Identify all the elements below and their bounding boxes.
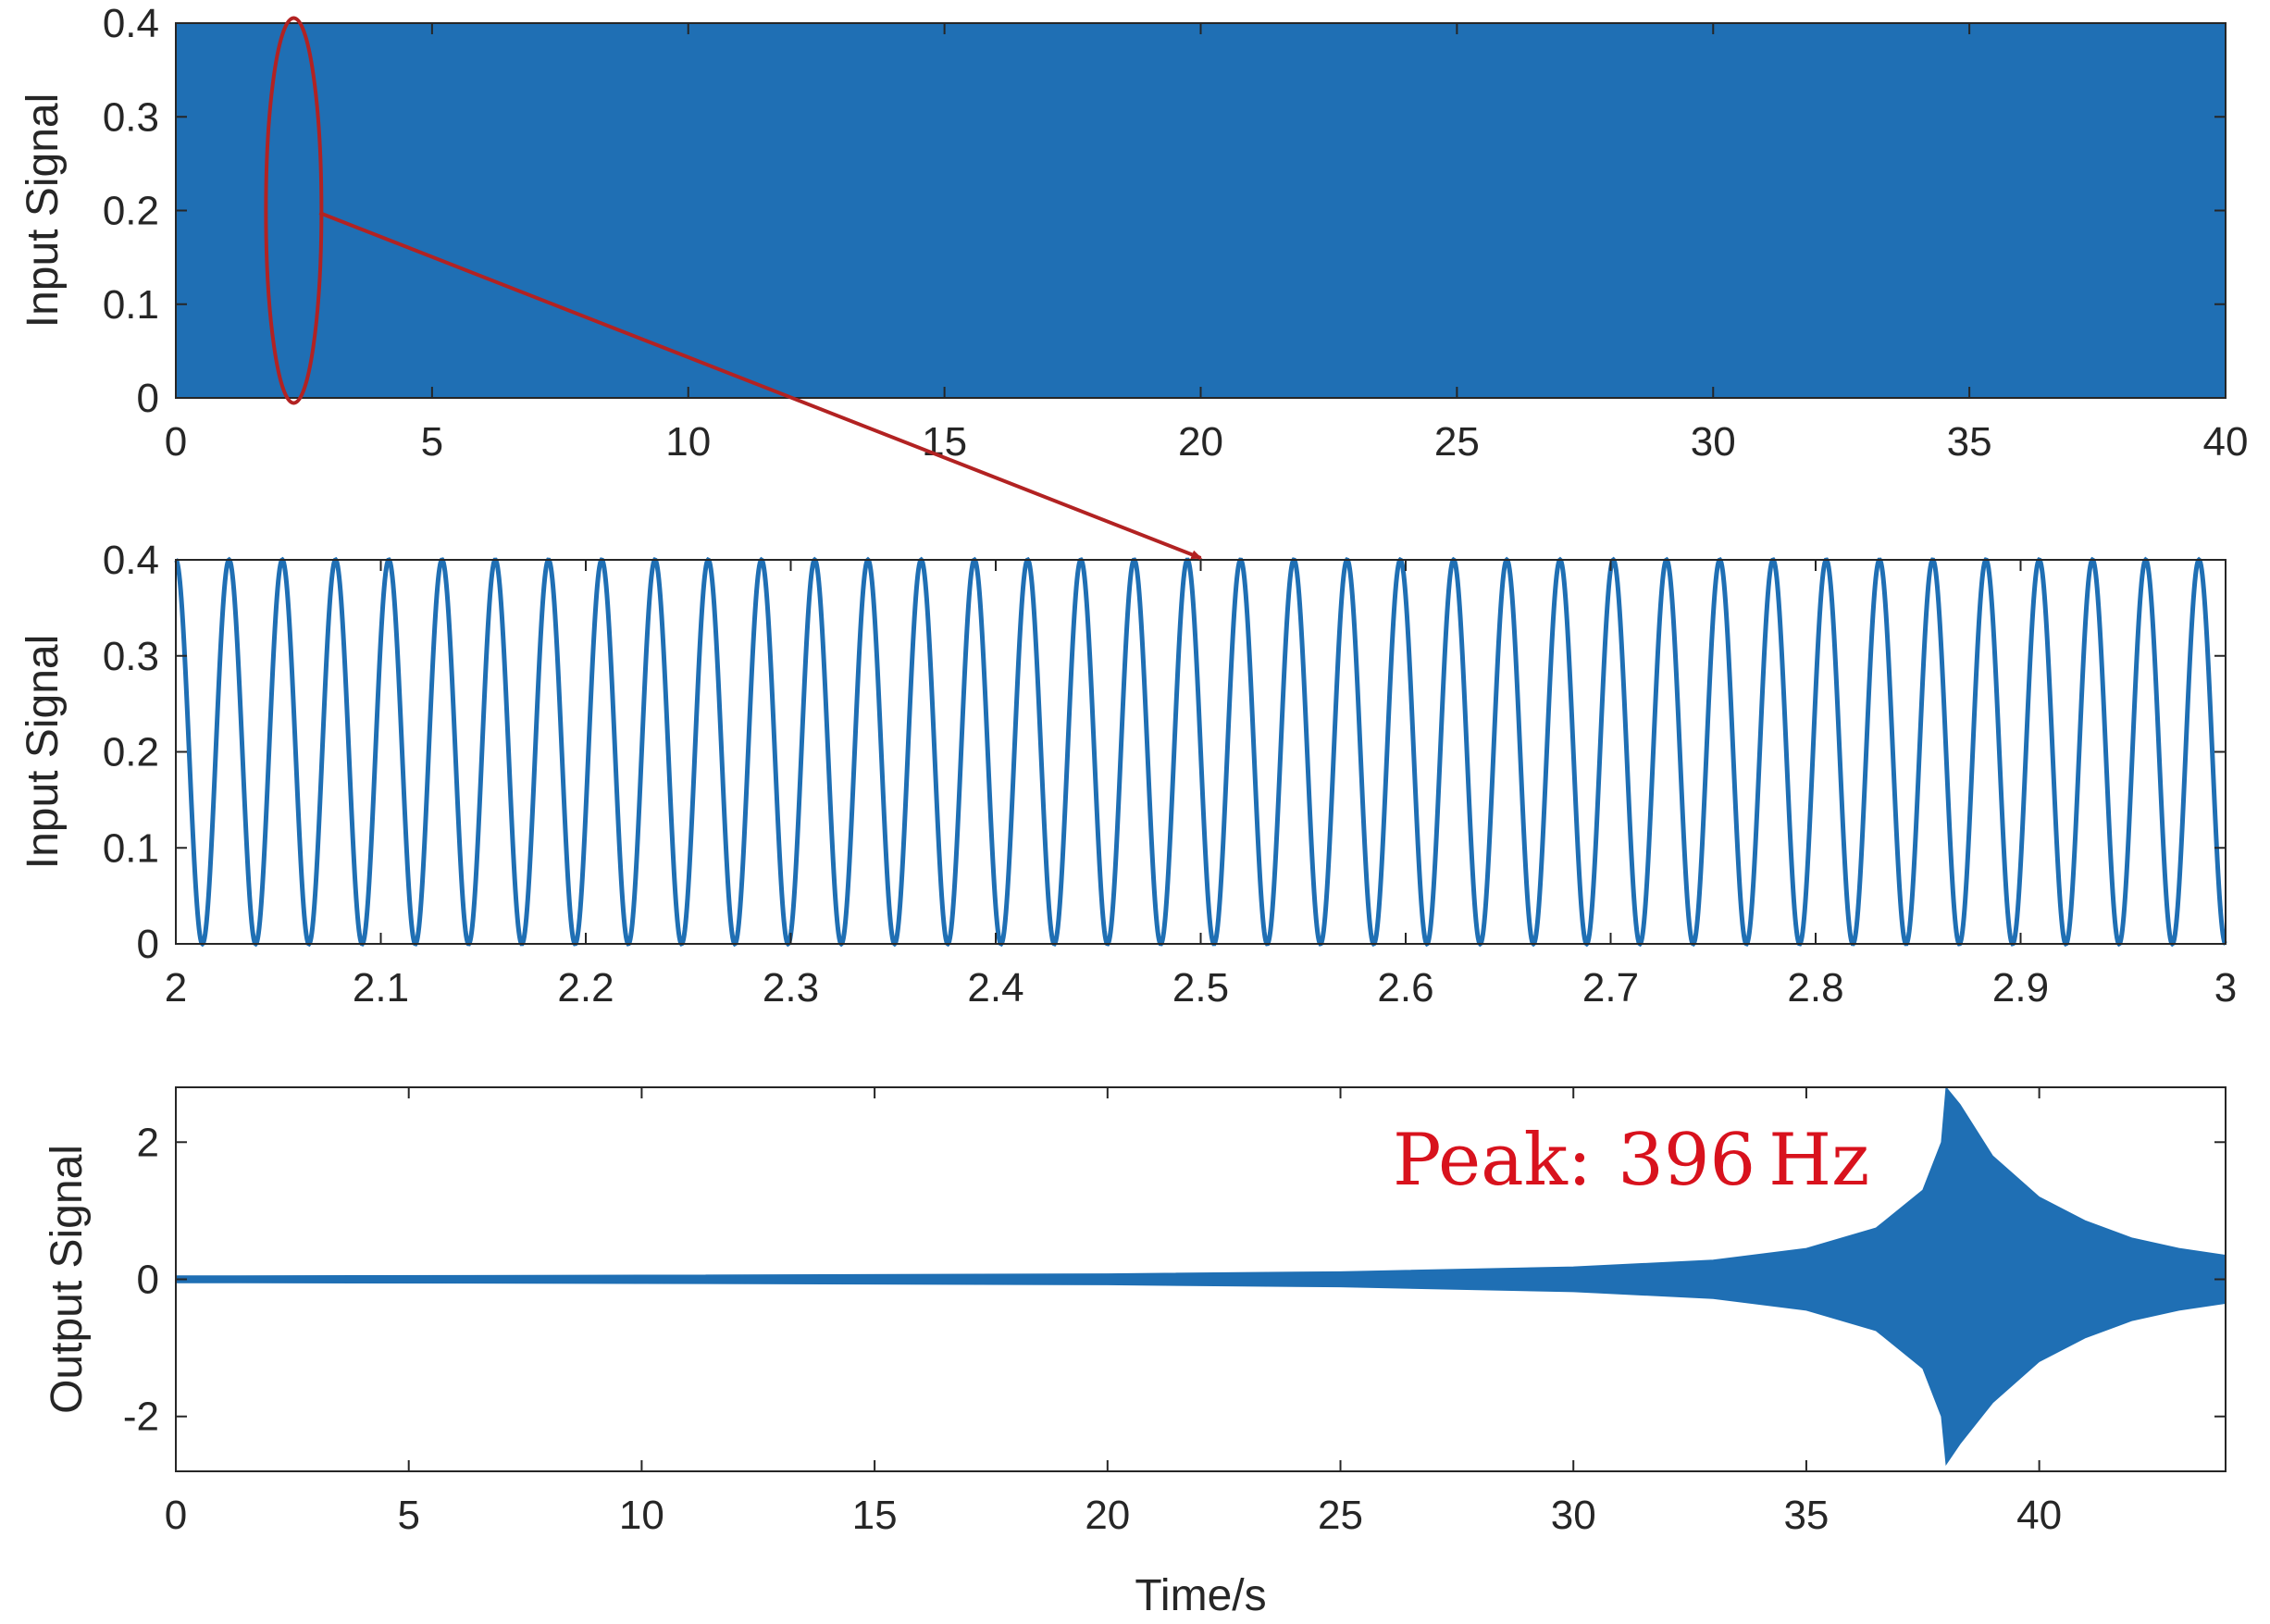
x-tick-labels: 0 5 10 15 20 25 30 35 40 xyxy=(165,419,2249,465)
x-tick-label: 2.3 xyxy=(763,965,819,1010)
input-signal-zoom-panel: 2 2.1 2.2 2.3 2.4 2.5 2.6 2.7 2.8 2.9 3 0 0.1 0.2 0.3… xyxy=(19,538,2237,1010)
x-tick-label: 20 xyxy=(1178,419,1223,465)
y-axis-label: Output Signal xyxy=(43,1145,92,1414)
x-tick-label: 2.4 xyxy=(967,965,1023,1010)
y-tick-labels: 0 0.1 0.2 0.3 0.4 xyxy=(103,538,159,967)
y-tick-label: 0.4 xyxy=(103,538,159,583)
y-tick-label: 0 xyxy=(137,376,159,421)
tick-marks xyxy=(175,22,2227,399)
y-axis-label: Input Signal xyxy=(19,93,68,329)
input-signal-full-panel: 0 5 10 15 20 25 30 35 40 00.10.20.30.4 Input Sig… xyxy=(19,1,2248,465)
x-tick-label: 2.2 xyxy=(557,965,614,1010)
x-tick-label: 2.6 xyxy=(1377,965,1433,1010)
x-tick-label: 3 xyxy=(2214,965,2237,1010)
peak-annotation: Peak: 396 Hz xyxy=(1393,1119,1869,1202)
y-tick-label: 0.3 xyxy=(103,94,159,140)
y-tick-label: -2 xyxy=(123,1395,159,1440)
y-tick-label: 0.1 xyxy=(103,825,159,871)
input-signal-zoom-line xyxy=(174,556,2227,948)
x-tick-label: 15 xyxy=(852,1493,898,1538)
y-tick-labels: -2 0 2 xyxy=(123,1120,159,1439)
y-tick-label: 0.2 xyxy=(103,730,159,775)
x-tick-label: 20 xyxy=(1085,1493,1130,1538)
x-tick-label: 40 xyxy=(2016,1493,2062,1538)
zoom-region-ellipse xyxy=(264,16,324,405)
tick-marks xyxy=(175,559,2227,945)
x-tick-label: 25 xyxy=(1318,1493,1363,1538)
x-tick-label: 35 xyxy=(1947,419,1992,465)
x-tick-label: 2.1 xyxy=(353,965,409,1010)
x-tick-label: 2.5 xyxy=(1172,965,1229,1010)
y-tick-label: 0 xyxy=(137,1258,159,1303)
x-tick-label: 5 xyxy=(397,1493,419,1538)
output-signal-panel: 0 5 10 15 20 25 30 35 40 -2 0 2 Output Signal Time… xyxy=(43,1085,2227,1620)
x-tick-labels: 2 2.1 2.2 2.3 2.4 2.5 2.6 2.7 2.8 2.9 3 xyxy=(165,965,2237,1010)
tick-marks xyxy=(175,1087,2226,1471)
peak-unit: Hz xyxy=(1768,1119,1869,1202)
x-tick-label: 30 xyxy=(1691,419,1736,465)
x-tick-label: 2.8 xyxy=(1787,965,1843,1010)
x-tick-label: 10 xyxy=(665,419,711,465)
x-tick-label: 30 xyxy=(1551,1493,1596,1538)
y-tick-labels: 0 0.1 0.2 0.3 0.4 xyxy=(103,1,159,421)
y-tick-label: 0 xyxy=(137,922,159,967)
x-tick-label: 2.9 xyxy=(1992,965,2049,1010)
output-signal-envelope xyxy=(175,1085,2227,1467)
x-tick-label: 10 xyxy=(619,1493,664,1538)
x-tick-label: 2.7 xyxy=(1582,965,1639,1010)
x-tick-labels: 0 5 10 15 20 25 30 35 40 xyxy=(165,1493,2062,1538)
y-tick-label: 0.3 xyxy=(103,634,159,679)
y-axis-label: Input Signal xyxy=(19,635,68,870)
y-tick-label: 0.2 xyxy=(103,189,159,234)
x-tick-label: 5 xyxy=(421,419,443,465)
x-tick-label: 2 xyxy=(165,965,187,1010)
x-tick-label: 25 xyxy=(1434,419,1480,465)
y-tick-label: 0.1 xyxy=(103,282,159,328)
zoom-arrow xyxy=(318,211,1203,560)
x-tick-label: 40 xyxy=(2203,419,2249,465)
x-axis-label: Time/s xyxy=(1135,1571,1266,1620)
y-tick-label: 2 xyxy=(137,1120,159,1165)
x-tick-label: 35 xyxy=(1783,1493,1829,1538)
peak-label: Peak: xyxy=(1393,1119,1592,1202)
x-tick-label: 0 xyxy=(165,1493,187,1538)
y-tick-label: 0.4 xyxy=(103,1,159,46)
x-tick-label: 0 xyxy=(165,419,187,465)
peak-value: 396 xyxy=(1618,1119,1755,1202)
input-signal-fill xyxy=(176,23,2226,398)
